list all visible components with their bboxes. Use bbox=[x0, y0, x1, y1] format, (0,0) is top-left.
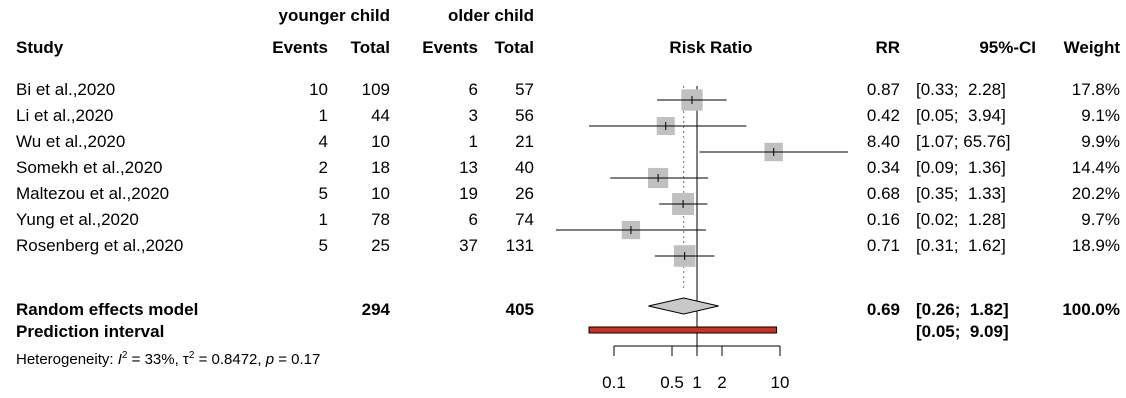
events1-cell: 1 bbox=[318, 106, 328, 125]
events2-cell: 6 bbox=[468, 80, 478, 99]
rr-cell: 0.87 bbox=[866, 80, 900, 99]
random-effects-label: Random effects model bbox=[16, 300, 199, 319]
events2-cell: 6 bbox=[468, 210, 478, 229]
study-name: Li et al.,2020 bbox=[16, 106, 114, 125]
i2-superscript: 2 bbox=[121, 350, 128, 361]
rr-cell: 0.34 bbox=[866, 158, 900, 177]
study-name: Maltezou et al.,2020 bbox=[16, 184, 170, 203]
weight-cell: 20.2% bbox=[1071, 184, 1120, 203]
events1-cell: 4 bbox=[318, 132, 328, 151]
weight-cell: 9.9% bbox=[1081, 132, 1120, 151]
random-effects-rr: 0.69 bbox=[866, 300, 900, 319]
ci-column-header: 95%-CI bbox=[979, 38, 1036, 57]
study-column-header: Study bbox=[16, 38, 64, 57]
study-name: Wu et al.,2020 bbox=[16, 132, 126, 151]
events2-cell: 19 bbox=[459, 184, 478, 203]
total1-cell: 109 bbox=[361, 80, 390, 99]
total1-cell: 18 bbox=[371, 158, 390, 177]
i2-value: = 33%, bbox=[127, 351, 183, 368]
p-value: = 0.17 bbox=[274, 351, 321, 368]
pooled-diamond bbox=[648, 297, 719, 315]
total2-cell: 74 bbox=[515, 210, 534, 229]
rr-cell: 0.42 bbox=[866, 106, 900, 125]
total2-column-header: Total bbox=[494, 38, 534, 57]
heterogeneity-text: Heterogeneity: I2 = 33%, τ2 = 0.8472, p … bbox=[16, 346, 320, 370]
rr-cell: 0.68 bbox=[866, 184, 900, 203]
events1-cell: 2 bbox=[318, 158, 328, 177]
events2-column-header: Events bbox=[422, 38, 478, 57]
p-symbol: p bbox=[265, 351, 275, 368]
study-name: Bi et al.,2020 bbox=[16, 80, 116, 99]
rr-column-header: RR bbox=[875, 38, 900, 57]
total1-cell: 44 bbox=[371, 106, 390, 125]
x-tick-label: 0.5 bbox=[660, 373, 684, 392]
ci-cell: [0.35; 1.33] bbox=[916, 184, 1006, 203]
study-name: Rosenberg et al.,2020 bbox=[16, 236, 184, 255]
weight-cell: 18.9% bbox=[1071, 236, 1120, 255]
events1-cell: 10 bbox=[309, 80, 328, 99]
events1-cell: 5 bbox=[318, 236, 328, 255]
tau-superscript: 2 bbox=[188, 350, 195, 361]
i2-symbol: I bbox=[117, 351, 122, 368]
x-tick-label: 2 bbox=[717, 373, 726, 392]
x-tick-label: 0.1 bbox=[602, 373, 626, 392]
ci-cell: [1.07; 65.76] bbox=[916, 132, 1011, 151]
weight-column-header: Weight bbox=[1063, 38, 1120, 57]
total1-cell: 78 bbox=[371, 210, 390, 229]
rr-cell: 8.40 bbox=[866, 132, 900, 151]
random-effects-weight: 100.0% bbox=[1062, 300, 1120, 319]
study-name: Somekh et al.,2020 bbox=[16, 158, 163, 177]
random-effects-ci: [0.26; 1.82] bbox=[916, 300, 1009, 319]
total2-cell: 56 bbox=[515, 106, 534, 125]
tau-value: = 0.8472, bbox=[194, 351, 266, 368]
events1-cell: 5 bbox=[318, 184, 328, 203]
rr-cell: 0.71 bbox=[866, 236, 900, 255]
heterogeneity-prefix: Heterogeneity: bbox=[16, 351, 118, 368]
events2-cell: 1 bbox=[468, 132, 478, 151]
total2-cell: 57 bbox=[515, 80, 534, 99]
prediction-interval-label: Prediction interval bbox=[16, 322, 165, 341]
total2-cell: 40 bbox=[515, 158, 534, 177]
weight-cell: 9.7% bbox=[1081, 210, 1120, 229]
total2-cell: 26 bbox=[515, 184, 534, 203]
events2-cell: 13 bbox=[459, 158, 478, 177]
total1-cell: 10 bbox=[371, 184, 390, 203]
rr-cell: 0.16 bbox=[866, 210, 900, 229]
prediction-interval-bar bbox=[588, 326, 778, 334]
x-tick-label: 1 bbox=[692, 373, 701, 392]
ci-cell: [0.31; 1.62] bbox=[916, 236, 1006, 255]
group2-header: older child bbox=[448, 6, 534, 25]
random-effects-total2: 405 bbox=[505, 300, 534, 319]
total2-cell: 131 bbox=[505, 236, 534, 255]
weight-cell: 9.1% bbox=[1081, 106, 1120, 125]
events2-cell: 3 bbox=[468, 106, 478, 125]
total2-cell: 21 bbox=[515, 132, 534, 151]
events1-cell: 1 bbox=[318, 210, 328, 229]
total1-cell: 25 bbox=[371, 236, 390, 255]
x-tick-label: 10 bbox=[771, 373, 790, 392]
total1-cell: 10 bbox=[371, 132, 390, 151]
ci-cell: [0.02; 1.28] bbox=[916, 210, 1006, 229]
weight-cell: 17.8% bbox=[1071, 80, 1120, 99]
ci-cell: [0.09; 1.36] bbox=[916, 158, 1006, 177]
tau-symbol: τ bbox=[182, 351, 189, 368]
random-effects-total1: 294 bbox=[361, 300, 390, 319]
study-name: Yung et al.,2020 bbox=[16, 210, 139, 229]
events2-cell: 37 bbox=[459, 236, 478, 255]
ci-cell: [0.33; 2.28] bbox=[916, 80, 1006, 99]
group1-header: younger child bbox=[278, 6, 390, 25]
events1-column-header: Events bbox=[272, 38, 328, 57]
weight-cell: 14.4% bbox=[1071, 158, 1120, 177]
plot-title: Risk Ratio bbox=[669, 38, 753, 57]
total1-column-header: Total bbox=[350, 38, 390, 57]
prediction-interval-ci: [0.05; 9.09] bbox=[916, 322, 1009, 341]
ci-cell: [0.05; 3.94] bbox=[916, 106, 1006, 125]
